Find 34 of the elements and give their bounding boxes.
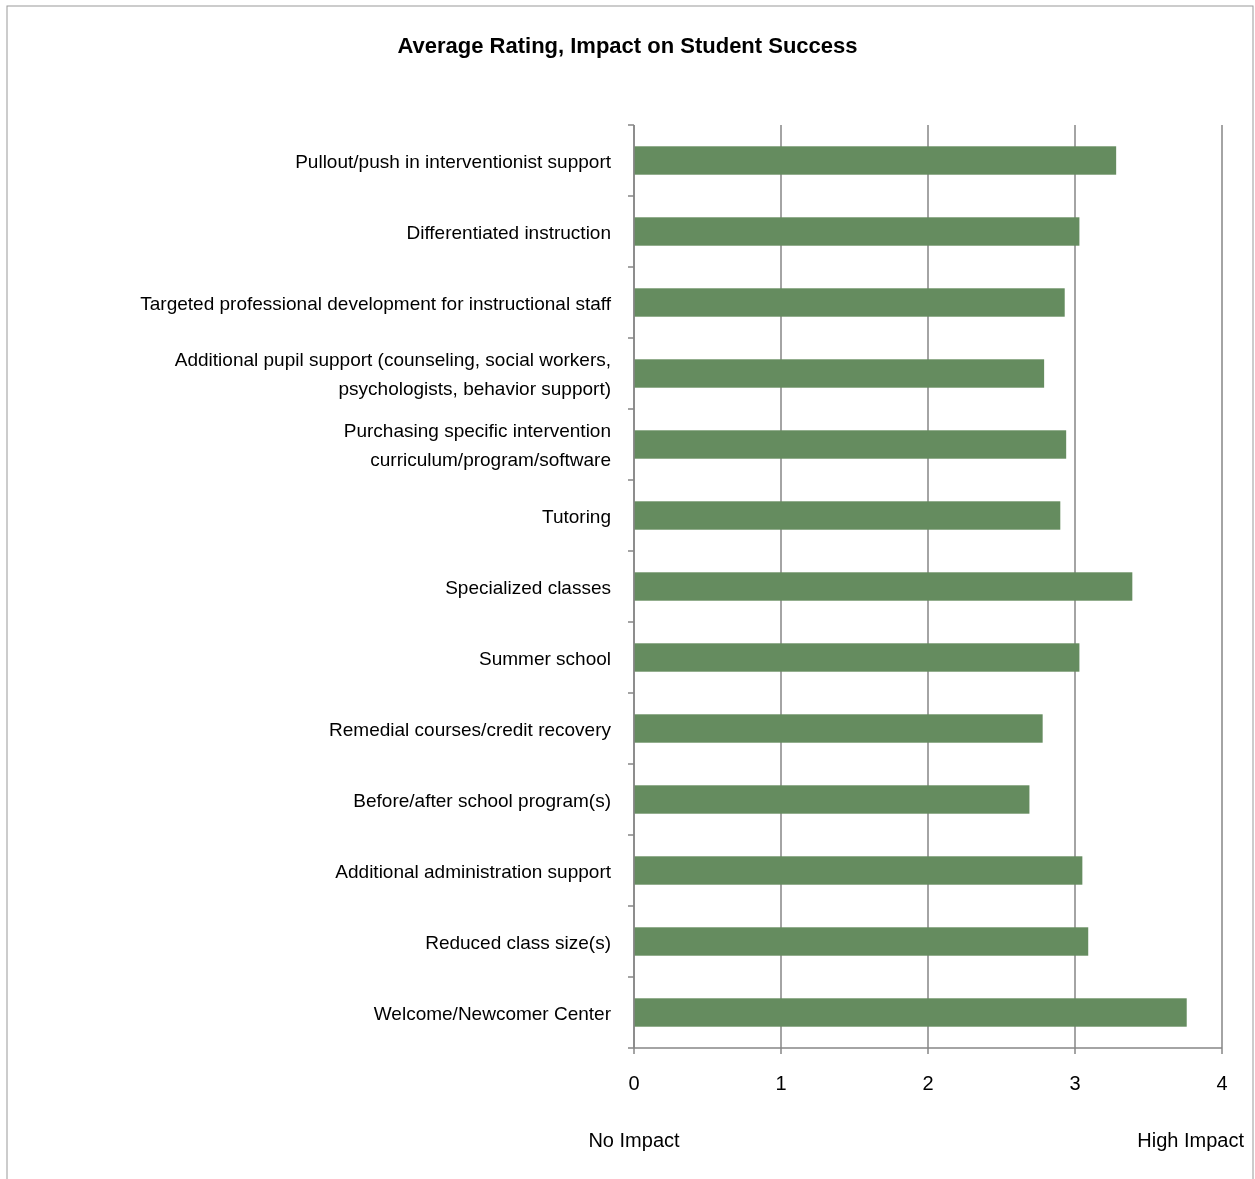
- chart-title: Average Rating, Impact on Student Success: [397, 33, 858, 58]
- y-tick-label: Targeted professional development for instructional staff: [140, 292, 612, 313]
- y-tick-label: Remedial courses/credit recovery: [329, 718, 612, 739]
- bar: [634, 501, 1061, 530]
- y-tick-label: Welcome/Newcomer Center: [373, 1002, 612, 1023]
- bar: [634, 998, 1187, 1027]
- y-tick-label: Additional pupil support (counseling, social workers, psychologists, behavior support): [174, 348, 611, 399]
- x-tick-label: 1: [775, 1072, 787, 1094]
- bar: [634, 430, 1067, 459]
- y-tick-label: Summer school: [479, 647, 611, 668]
- y-tick-label: Tutoring: [542, 505, 611, 526]
- y-tick-label: Additional administration support: [335, 860, 612, 881]
- x-tick-label: 4: [1216, 1072, 1228, 1094]
- y-tick-label: Pullout/push in interventionist support: [295, 150, 612, 171]
- bar: [634, 146, 1117, 175]
- bar: [634, 714, 1043, 743]
- bar: [634, 856, 1083, 885]
- bar: [634, 927, 1089, 956]
- bar: [634, 359, 1045, 388]
- y-tick-label: Reduced class size(s): [425, 931, 611, 952]
- y-tick-label: Before/after school program(s): [353, 789, 611, 810]
- x-tick-label: 2: [922, 1072, 934, 1094]
- text: No Impact: [588, 1129, 681, 1151]
- bar: [634, 217, 1080, 246]
- x-tick-label: 0: [628, 1072, 640, 1094]
- bar: [634, 643, 1080, 672]
- bar: [634, 572, 1133, 601]
- bar: [634, 785, 1030, 814]
- y-tick-label: Purchasing specific intervention curriculum/program/software: [343, 419, 611, 470]
- y-tick-label: Differentiated instruction: [406, 221, 611, 242]
- x-tick-label: 3: [1069, 1072, 1081, 1094]
- y-tick-label: Specialized classes: [445, 576, 611, 597]
- text: High Impact: [1137, 1129, 1245, 1151]
- bar: [634, 288, 1065, 317]
